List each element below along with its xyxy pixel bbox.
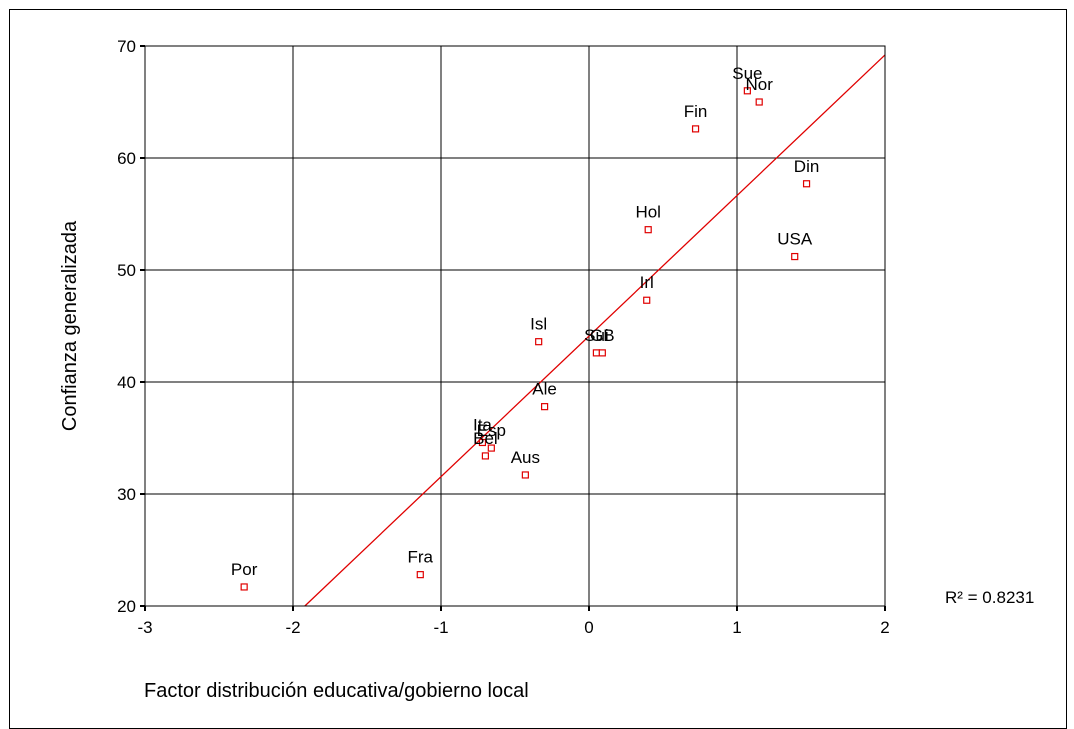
point-marker [521,471,529,479]
y-tick-label: 40 [117,373,136,392]
point-label: GB [590,326,615,345]
x-tick-label: -3 [137,618,152,637]
x-tick-label: 0 [584,618,593,637]
x-tick-label: 1 [732,618,741,637]
point-label: Sue [732,64,762,83]
x-axis: -3 -2 -1 0 1 2 [137,606,890,637]
y-axis: 20 30 40 50 60 70 [117,37,145,616]
point-label: Bel [473,429,498,448]
y-tick-label: 20 [117,597,136,616]
point-label: Nor [745,75,773,94]
regression-line [304,54,886,607]
y-axis-label: Confianza generalizada [59,220,81,431]
point-marker [487,444,495,452]
point-marker [535,338,543,346]
point-label: Sui [584,326,609,345]
point-marker [540,403,549,411]
plot-border-rect [144,45,886,607]
point-marker [802,180,811,188]
point-marker [416,571,424,579]
grid [144,45,886,607]
chart-frame: Sue Nor Fin Din Hol USA Irl Isl Sui GB Ale Ita Esp Be… [9,9,1067,729]
r-squared-label: R² = 0.8231 [945,588,1034,607]
y-tick-label: 60 [117,149,136,168]
point-label: Por [231,560,258,579]
point-label: Ale [532,380,557,399]
x-tick-label: 2 [880,618,889,637]
point-marker [743,87,751,95]
plot-area-border [144,45,886,607]
point-label: Fin [684,102,708,121]
point-label: Ita [473,415,492,434]
y-tick-label: 70 [117,37,136,56]
point-label: Hol [635,203,661,222]
point-marker [481,452,489,460]
point-label: Aus [511,448,540,467]
point-marker [592,349,601,357]
x-tick-label: -2 [285,618,300,637]
point-marker [791,252,799,261]
point-label: Esp [477,421,506,440]
point-marker [240,583,248,591]
point-marker [478,438,487,447]
point-marker [598,349,606,357]
point-label: Isl [530,315,547,334]
point-label: Irl [640,273,654,292]
point-marker [643,296,651,304]
point-label: Din [794,157,820,176]
point-marker [755,98,763,106]
point-label: USA [777,230,813,249]
x-tick-label: -1 [433,618,448,637]
y-tick-label: 30 [117,485,136,504]
point-marker [691,125,700,133]
x-axis-label: Factor distribución educativa/gobierno l… [144,680,529,702]
point-label: Fra [408,548,434,567]
y-tick-label: 50 [117,261,136,280]
point-marker [644,226,652,234]
